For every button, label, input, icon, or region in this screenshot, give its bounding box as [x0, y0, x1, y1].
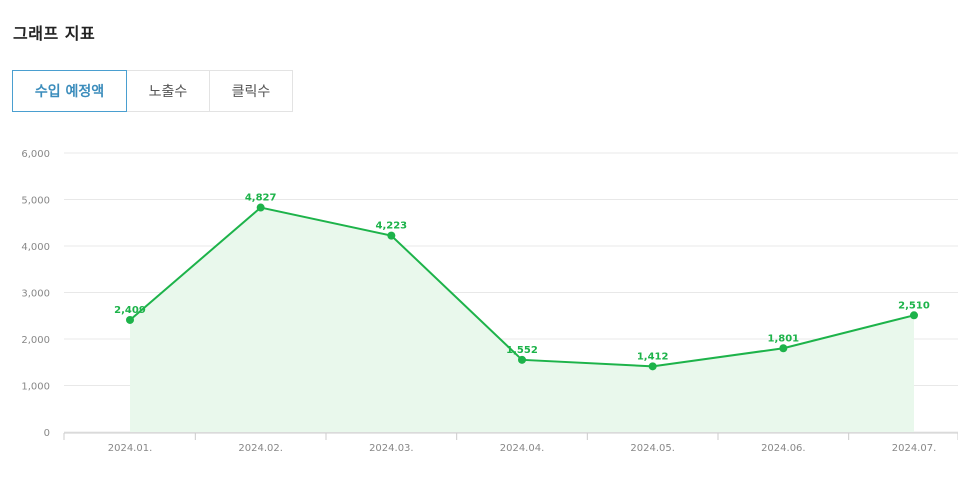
data-point — [126, 315, 134, 324]
tab-clicks[interactable]: 클릭수 — [209, 70, 293, 112]
data-label: 1,801 — [768, 333, 800, 344]
data-point — [518, 355, 526, 364]
data-label: 4,223 — [376, 221, 408, 232]
metric-tabs: 수입 예정액 노출수 클릭수 — [12, 70, 293, 112]
data-label: 2,510 — [898, 300, 930, 311]
x-tick-label: 2024.02. — [238, 443, 283, 454]
data-point — [387, 231, 396, 240]
data-point — [256, 203, 265, 212]
x-tick-label: 2024.01. — [108, 443, 153, 454]
y-tick-label: 2,000 — [21, 335, 50, 346]
data-label: 1,412 — [637, 351, 669, 362]
y-tick-label: 3,000 — [21, 289, 50, 300]
data-point — [910, 311, 918, 320]
y-tick-label: 0 — [44, 428, 50, 439]
x-tick-label: 2024.03. — [369, 443, 414, 454]
y-tick-label: 5,000 — [21, 196, 50, 207]
data-point — [779, 344, 788, 353]
x-tick-label: 2024.07. — [892, 443, 937, 454]
tab-impressions[interactable]: 노출수 — [126, 70, 210, 112]
x-tick-label: 2024.06. — [761, 443, 806, 454]
y-tick-label: 6,000 — [21, 149, 50, 160]
page-title: 그래프 지표 — [13, 24, 96, 43]
data-point — [648, 362, 657, 371]
series-area — [130, 207, 914, 432]
data-label: 2,409 — [114, 305, 146, 316]
x-tick-label: 2024.04. — [500, 443, 545, 454]
tab-revenue[interactable]: 수입 예정액 — [12, 70, 127, 112]
data-label: 4,827 — [245, 193, 277, 204]
data-label: 1,552 — [506, 345, 538, 356]
y-tick-label: 1,000 — [21, 382, 50, 393]
y-tick-label: 4,000 — [21, 242, 50, 253]
x-tick-label: 2024.05. — [630, 443, 675, 454]
